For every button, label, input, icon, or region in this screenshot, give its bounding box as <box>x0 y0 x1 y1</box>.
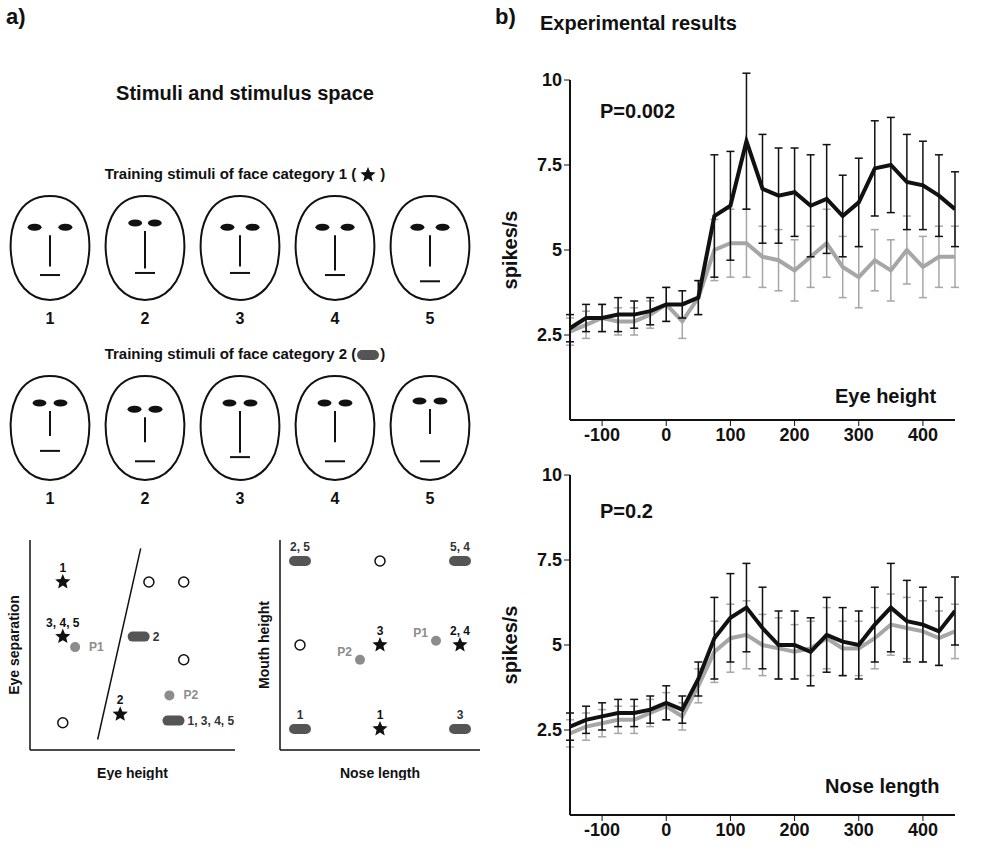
html-text:P=0.002: P=0.002 <box>600 100 676 122</box>
html-text:P=0.2: P=0.2 <box>600 500 653 522</box>
svg-text:300: 300 <box>844 820 874 840</box>
svg-text:Mouth height: Mouth height <box>256 601 272 689</box>
svg-text:3: 3 <box>377 624 384 638</box>
html-text:Eye height: Eye height <box>835 385 937 407</box>
svg-text:3, 4, 5: 3, 4, 5 <box>46 616 80 630</box>
svg-text:5: 5 <box>552 635 562 655</box>
html-text:Training stimuli of face categ: Training stimuli of face category 2 ( <box>104 345 357 362</box>
svg-text:2: 2 <box>153 630 160 644</box>
html-text:Stimuli and stimulus space: Stimuli and stimulus space <box>116 82 374 104</box>
html-text:b): b) <box>495 4 516 29</box>
svg-text:1: 1 <box>59 561 66 575</box>
svg-text:10: 10 <box>542 70 562 90</box>
svg-text:2.5: 2.5 <box>537 325 562 345</box>
svg-text:2, 4: 2, 4 <box>450 624 470 638</box>
svg-text:1: 1 <box>377 708 384 722</box>
svg-text:200: 200 <box>780 820 810 840</box>
svg-text:100: 100 <box>715 425 745 445</box>
svg-text:spikes/s: spikes/s <box>499 211 521 290</box>
svg-text:-100: -100 <box>584 820 620 840</box>
svg-text:300: 300 <box>844 425 874 445</box>
html-text:Experimental results: Experimental results <box>540 12 737 34</box>
svg-text:2.5: 2.5 <box>537 720 562 740</box>
svg-text:0: 0 <box>661 820 671 840</box>
html-text:1: 1 <box>45 490 55 507</box>
html-text:5: 5 <box>425 490 435 507</box>
svg-text:2: 2 <box>117 693 124 707</box>
html-text:2: 2 <box>140 310 150 327</box>
svg-text:10: 10 <box>542 465 562 485</box>
svg-text:P2: P2 <box>183 688 198 702</box>
svg-text:P2: P2 <box>337 645 352 659</box>
html-text:Training stimuli of face categ: Training stimuli of face category 1 ( <box>104 165 357 182</box>
svg-text:5, 4: 5, 4 <box>450 540 470 554</box>
svg-text:Eye separation: Eye separation <box>6 595 22 695</box>
svg-text:P1: P1 <box>413 626 428 640</box>
svg-text:1: 1 <box>297 708 304 722</box>
svg-text:400: 400 <box>908 820 938 840</box>
html-text:2: 2 <box>140 490 150 507</box>
html-text:1: 1 <box>45 310 55 327</box>
svg-text:Eye height: Eye height <box>97 765 168 780</box>
html-text:5: 5 <box>425 310 435 327</box>
html-text:Nose length: Nose length <box>825 775 940 797</box>
svg-text:2, 5: 2, 5 <box>290 540 310 554</box>
svg-text:1, 3, 4, 5: 1, 3, 4, 5 <box>188 714 235 728</box>
svg-text:3: 3 <box>457 708 464 722</box>
svg-text:7.5: 7.5 <box>537 155 562 175</box>
svg-text:7.5: 7.5 <box>537 550 562 570</box>
svg-text:400: 400 <box>908 425 938 445</box>
svg-text:Nose length: Nose length <box>340 765 420 780</box>
svg-text:0: 0 <box>661 425 671 445</box>
svg-text:200: 200 <box>780 425 810 445</box>
html-text:3: 3 <box>235 310 245 327</box>
svg-text:P1: P1 <box>89 640 104 654</box>
html-text:3: 3 <box>235 490 245 507</box>
html-text:4: 4 <box>330 310 340 327</box>
svg-text:-100: -100 <box>584 425 620 445</box>
html-text:4: 4 <box>330 490 340 507</box>
svg-text:spikes/s: spikes/s <box>499 606 521 685</box>
svg-text:100: 100 <box>715 820 745 840</box>
svg-text:5: 5 <box>552 240 562 260</box>
html-text:a): a) <box>6 4 26 29</box>
